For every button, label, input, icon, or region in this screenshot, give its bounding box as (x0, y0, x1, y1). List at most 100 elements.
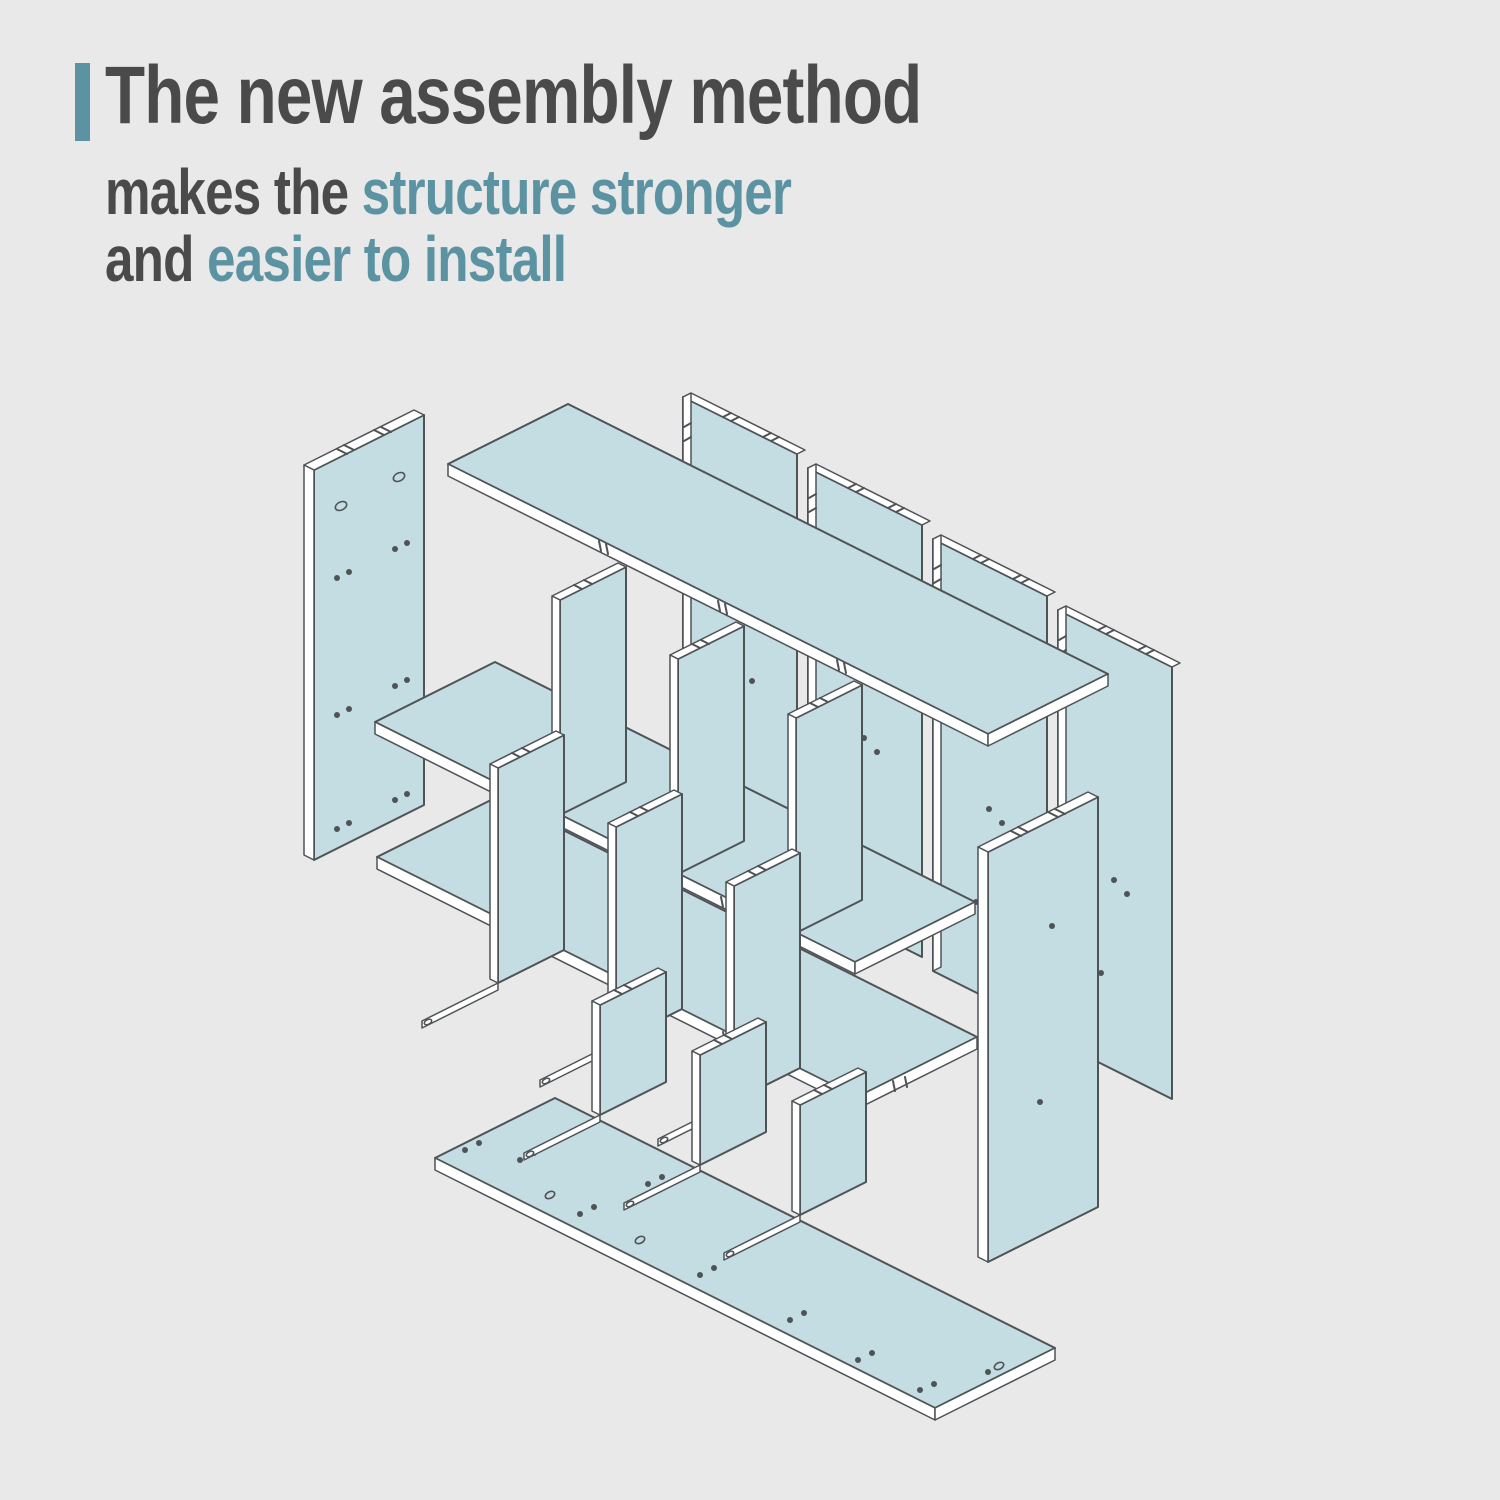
screw-hole (334, 575, 340, 581)
headline-line-3-plain: and (105, 222, 208, 295)
slot-tab (523, 1114, 601, 1161)
headline-line-2-highlight: structure stronger (361, 156, 792, 228)
divider-row-3 (523, 967, 867, 1261)
accent-bar (75, 63, 90, 141)
slot-marks (511, 747, 531, 758)
screw-hole (334, 712, 340, 718)
slot-marks (747, 865, 767, 876)
slot-marks (691, 639, 710, 649)
slot-marks (613, 984, 633, 995)
slot-marks (808, 483, 905, 513)
screw-hole (462, 1147, 468, 1153)
slot-marks (713, 1034, 733, 1045)
slot-marks (629, 806, 649, 817)
screw-hole (931, 1381, 937, 1387)
slot-marks (809, 697, 829, 708)
screw-hole (869, 1350, 875, 1356)
divider-side-edge (591, 1000, 601, 1116)
screw-hole (1049, 923, 1055, 929)
panel-side-edge (977, 846, 989, 1263)
slot-tab-tip (659, 1136, 669, 1144)
screw-hole (986, 806, 992, 812)
screw-hole (711, 1265, 717, 1271)
slot-tab (723, 1214, 801, 1261)
screw-hole (855, 1357, 861, 1363)
divider (723, 1067, 867, 1261)
screw-hole (1037, 1099, 1043, 1105)
slot-tab (421, 982, 499, 1029)
slot-marks (1010, 808, 1066, 837)
screw-hole (577, 1211, 583, 1217)
right-side-panel (977, 791, 1099, 1263)
slot-tab-tip (725, 1250, 735, 1258)
slot-marks (813, 1084, 833, 1095)
slot-tab (623, 1164, 701, 1211)
divider-face (677, 625, 745, 875)
screw-hole (645, 1181, 651, 1187)
divider (421, 730, 565, 1029)
shelf-end-edge (987, 673, 1109, 747)
left-side-panel (303, 409, 425, 861)
bottom-panel (434, 1097, 1056, 1421)
slot-tab-tip (423, 1018, 433, 1026)
divider-side-edge (489, 763, 499, 984)
cam-lock-hole (634, 1235, 646, 1245)
title-block: The new assembly method makes the struct… (75, 55, 1126, 292)
cam-lock-hole (334, 500, 348, 512)
slot-tab-tip (525, 1150, 535, 1158)
divider (623, 1017, 767, 1211)
screw-hole (334, 826, 340, 832)
top-shelf (447, 403, 1109, 747)
screw-hole (591, 1204, 597, 1210)
screw-hole (404, 677, 410, 683)
shelf-end-edge (934, 1347, 1056, 1421)
screw-hole (917, 1387, 923, 1393)
screw-hole (392, 797, 398, 803)
screw-hole (659, 1174, 665, 1180)
headline-line-2-plain: makes the (105, 156, 362, 228)
title-text: The new assembly method makes the struct… (105, 50, 922, 295)
divider-face (497, 734, 565, 984)
headline-line-3-highlight: easier to install (207, 222, 567, 295)
shelf-top-face (434, 1097, 1056, 1409)
cam-lock-hole (392, 471, 406, 483)
screw-hole (346, 706, 352, 712)
screw-hole (392, 546, 398, 552)
cam-lock-hole (544, 1190, 556, 1200)
slot-marks (933, 554, 1030, 584)
slot-tab-tip (541, 1077, 551, 1085)
slot-marks (598, 540, 847, 674)
screw-hole (1124, 891, 1130, 897)
slot-marks (573, 579, 593, 590)
headline-line-2: makes the structure stronger (105, 159, 921, 226)
headline-line-3: and easier to install (105, 222, 921, 295)
divider-side-edge (691, 1050, 701, 1166)
screw-hole (404, 540, 410, 546)
screw-hole (346, 820, 352, 826)
divider-side-edge (791, 1100, 801, 1216)
shelf-end-edge (854, 901, 976, 975)
screw-hole (517, 1157, 523, 1163)
divider-row-2 (421, 730, 801, 1147)
screw-hole (1111, 877, 1117, 883)
screw-hole (346, 569, 352, 575)
headline-line-1: The new assembly method (105, 50, 922, 141)
screw-hole (787, 1317, 793, 1323)
divider (523, 967, 667, 1161)
screw-hole (392, 683, 398, 689)
screw-hole (749, 678, 755, 684)
screw-hole (999, 820, 1005, 826)
panel-face (987, 796, 1099, 1263)
screw-hole (404, 791, 410, 797)
screw-hole (1098, 970, 1104, 976)
screw-hole (697, 1272, 703, 1278)
slot-tab-tip (625, 1200, 635, 1208)
screw-hole (476, 1140, 482, 1146)
cam-lock-hole (993, 1361, 1005, 1371)
panel-side-edge (303, 464, 315, 861)
divider-face (559, 566, 627, 816)
screw-hole (985, 1369, 991, 1375)
screw-hole (874, 749, 880, 755)
